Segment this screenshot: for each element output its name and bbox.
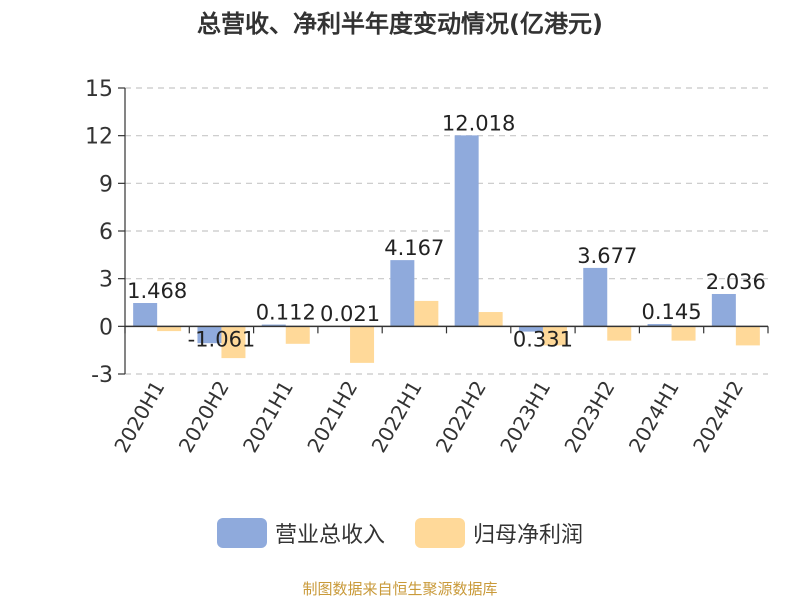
bar-revenue [454, 135, 479, 327]
bar-net-profit [671, 326, 696, 341]
bars [133, 135, 760, 363]
grid-lines [125, 87, 768, 375]
bar-revenue [518, 326, 543, 332]
data-label-revenue: 0.331 [513, 327, 573, 351]
x-tick-label: 2023H1 [495, 377, 555, 457]
bar-net-profit [157, 326, 182, 332]
bar-revenue [390, 260, 415, 327]
data-label-revenue: 0.112 [256, 301, 316, 325]
x-tick-label: 2024H2 [688, 377, 748, 457]
legend-label-net-profit: 归母净利润 [473, 523, 584, 548]
y-tick-label: -3 [91, 363, 113, 388]
bar-net-profit [414, 300, 439, 327]
y-tick-label: 12 [85, 125, 113, 150]
y-tick-label: 9 [99, 172, 113, 197]
bar-net-profit [221, 326, 246, 359]
bar-revenue [197, 326, 222, 344]
source-note: 制图数据来自恒生聚源数据库 [302, 580, 498, 598]
bar-net-profit [350, 326, 375, 363]
x-tick-label: 2020H1 [109, 377, 169, 457]
data-label-revenue: 0.021 [320, 302, 380, 326]
data-label-revenue: 3.677 [577, 244, 637, 268]
legend-label-revenue: 营业总收入 [274, 523, 385, 548]
bar-revenue [711, 293, 736, 327]
data-label-revenue: 2.036 [706, 270, 766, 294]
data-label-revenue: 12.018 [442, 111, 515, 135]
bar-net-profit [607, 326, 632, 341]
chart-title: 总营收、净利半年度变动情况(亿港元) [197, 10, 603, 38]
bar-revenue [261, 324, 286, 327]
bar-revenue [583, 267, 608, 327]
x-tick-label: 2022H2 [431, 377, 491, 457]
data-label-revenue: -1.061 [188, 327, 256, 351]
x-tick-label: 2024H1 [624, 377, 684, 457]
x-tick-label: 2023H2 [559, 377, 619, 457]
x-tick-label: 2021H1 [238, 377, 298, 457]
x-tick-label: 2022H1 [367, 377, 427, 457]
legend-item-revenue[interactable]: 营业总收入 [216, 517, 385, 549]
bar-net-profit [285, 326, 310, 344]
y-tick-label: 0 [99, 315, 113, 340]
x-tick-label: 2020H2 [174, 377, 234, 457]
x-tick-label: 2021H2 [302, 377, 362, 457]
data-label-revenue: 4.167 [384, 236, 444, 260]
data-label-revenue: 0.145 [641, 300, 701, 324]
data-label-revenue: 1.468 [127, 279, 187, 303]
legend-swatch-net-profit [415, 518, 465, 548]
y-tick-label: 6 [99, 220, 113, 245]
y-tick-label: 3 [99, 268, 113, 293]
bar-net-profit [478, 312, 503, 327]
legend: 营业总收入 归母净利润 [0, 517, 800, 549]
bar-net-profit [542, 326, 567, 346]
bar-net-profit [735, 326, 760, 346]
legend-item-net-profit[interactable]: 归母净利润 [415, 517, 583, 549]
y-tick-label: 15 [85, 77, 113, 102]
legend-swatch-revenue [216, 518, 267, 548]
y-axis-ticks: -3 0 3 6 9 12 15 [85, 77, 125, 388]
bar-revenue [133, 303, 158, 327]
bar-revenue [647, 324, 672, 327]
